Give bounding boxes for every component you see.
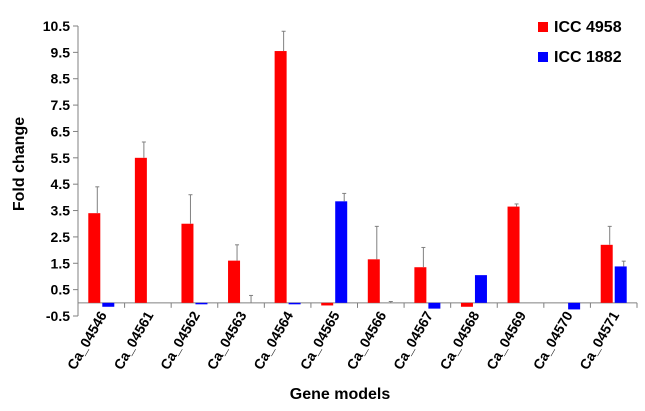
bar-icc-1882 [474, 275, 487, 303]
y-axis-title: Fold change [11, 117, 28, 211]
x-tick-labels: Ca_04546 Ca_04561 Ca_04562 Ca_04563 Ca_04564… [64, 308, 623, 372]
x-tick-label: Ca_04564 [250, 308, 296, 372]
axes [77, 26, 638, 316]
bar-icc-4958 [274, 51, 287, 303]
legend-swatch [538, 52, 548, 62]
bar-icc-4958 [134, 157, 147, 303]
x-tick-label: Ca_04563 [203, 308, 249, 372]
y-tick-label: 10.5 [43, 18, 70, 34]
x-tick-label: Ca_04570 [530, 308, 576, 372]
bar-icc-1882 [568, 302, 581, 310]
bar-icc-1882 [102, 302, 115, 307]
x-tick-label: Ca_04567 [390, 308, 436, 372]
legend: ICC 4958 ICC 1882 [538, 19, 622, 66]
y-tick-label: 4.5 [51, 176, 71, 192]
x-tick-label: Ca_04571 [576, 308, 622, 372]
x-tick-label: Ca_04569 [483, 308, 529, 372]
x-tick-label: Ca_04565 [297, 308, 343, 372]
y-tick-label: 1.5 [51, 255, 71, 271]
bar-icc-4958 [88, 213, 101, 303]
y-tick-label: -0.5 [46, 308, 70, 324]
bar-icc-4958 [600, 244, 613, 303]
error-bars [95, 30, 626, 303]
bar-icc-4958 [367, 259, 380, 303]
bar-icc-1882 [614, 266, 627, 303]
bars [88, 51, 627, 310]
legend-label: ICC 4958 [554, 19, 622, 36]
bar-icc-1882 [428, 302, 441, 309]
y-tick-label: 5.5 [51, 150, 71, 166]
x-tick-label: Ca_04568 [436, 308, 482, 372]
x-tick-label: Ca_04566 [343, 308, 389, 372]
y-tick-label: 3.5 [51, 203, 71, 219]
x-axis-title: Gene models [290, 386, 391, 403]
legend-label: ICC 1882 [554, 49, 622, 66]
x-tick-label: Ca_04562 [157, 308, 203, 372]
bar-icc-1882 [195, 302, 208, 305]
x-tick-label: Ca_04561 [110, 308, 156, 372]
bar-icc-4958 [460, 302, 473, 307]
bar-icc-1882 [335, 201, 348, 303]
bar-icc-4958 [181, 223, 194, 303]
legend-swatch [538, 22, 548, 32]
y-tick-label: 2.5 [51, 229, 71, 245]
bar-icc-4958 [507, 206, 520, 303]
bar-icc-4958 [321, 302, 334, 306]
y-tick-label: 9.5 [51, 44, 71, 60]
y-tick-labels: -0.5 0.5 1.5 2.5 3.5 4.5 5.5 6.5 7.5 8.5 9.5 10.5 [43, 18, 78, 324]
y-tick-label: 7.5 [51, 97, 71, 113]
bar-icc-4958 [228, 260, 241, 303]
y-tick-label: 6.5 [51, 123, 71, 139]
y-tick-label: 0.5 [51, 282, 71, 298]
bar-icc-4958 [414, 267, 427, 303]
x-tick-label: Ca_04546 [64, 308, 110, 372]
bar-icc-1882 [288, 302, 301, 305]
y-tick-label: 8.5 [51, 71, 71, 87]
